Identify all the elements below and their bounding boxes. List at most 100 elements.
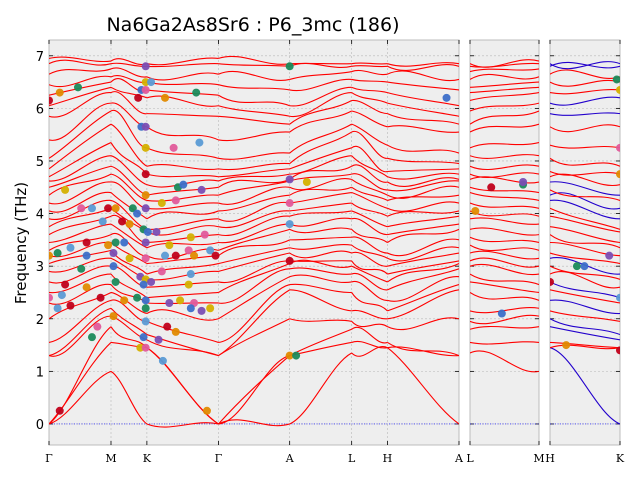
band-line bbox=[218, 210, 290, 229]
band-line bbox=[49, 223, 112, 244]
band-line bbox=[218, 55, 290, 65]
band-marker bbox=[616, 85, 620, 94]
band-marker bbox=[169, 143, 178, 152]
band-line bbox=[470, 59, 539, 68]
band-line bbox=[387, 157, 459, 165]
band-line bbox=[351, 210, 388, 228]
band-line bbox=[218, 223, 290, 244]
band-marker bbox=[141, 170, 150, 179]
band-line bbox=[387, 215, 459, 228]
band-line bbox=[550, 265, 620, 280]
band-line bbox=[387, 168, 459, 173]
band-line bbox=[49, 110, 112, 159]
band-line bbox=[49, 307, 112, 357]
band-line bbox=[218, 173, 290, 182]
band-line bbox=[49, 370, 112, 425]
band-line bbox=[218, 228, 290, 251]
band-line bbox=[351, 65, 388, 68]
band-line bbox=[218, 252, 290, 272]
band-line bbox=[387, 144, 459, 154]
band-line bbox=[49, 326, 112, 425]
band-line bbox=[387, 201, 459, 212]
band-line bbox=[387, 64, 459, 71]
band-line bbox=[550, 112, 620, 116]
band-line bbox=[218, 94, 290, 107]
band-marker bbox=[202, 406, 211, 415]
band-line bbox=[218, 355, 290, 425]
band-marker bbox=[157, 199, 166, 208]
bands-group bbox=[550, 61, 620, 425]
band-line bbox=[470, 102, 539, 112]
band-line bbox=[470, 110, 539, 125]
x-tick-label: Γ bbox=[215, 452, 223, 465]
band-marker bbox=[186, 270, 195, 279]
band-line bbox=[387, 347, 459, 425]
band-marker bbox=[497, 309, 506, 318]
band-line bbox=[289, 165, 352, 180]
band-marker bbox=[61, 280, 70, 289]
band-line bbox=[218, 162, 290, 171]
band-marker bbox=[161, 251, 170, 260]
band-marker bbox=[141, 204, 150, 213]
band-line bbox=[218, 84, 290, 91]
band-line bbox=[289, 202, 352, 212]
bands-group bbox=[49, 55, 459, 428]
band-line bbox=[550, 289, 620, 304]
band-line bbox=[550, 96, 620, 106]
band-marker bbox=[49, 293, 53, 302]
band-marker bbox=[77, 264, 86, 273]
band-line bbox=[351, 251, 388, 267]
band-marker bbox=[141, 191, 150, 200]
band-marker bbox=[87, 333, 96, 342]
band-line bbox=[49, 342, 112, 425]
band-line bbox=[351, 110, 388, 128]
band-marker bbox=[147, 78, 156, 87]
band-line bbox=[110, 273, 148, 299]
band-marker bbox=[285, 220, 294, 229]
band-line bbox=[351, 309, 388, 320]
band-line bbox=[289, 227, 352, 234]
band-line bbox=[49, 155, 112, 182]
x-tick-label: A bbox=[285, 452, 295, 465]
band-marker bbox=[184, 280, 193, 289]
band-marker bbox=[141, 304, 150, 313]
band-line bbox=[351, 70, 388, 76]
band-line bbox=[146, 194, 219, 202]
band-line bbox=[49, 234, 112, 251]
band-line bbox=[218, 276, 290, 320]
band-marker bbox=[487, 183, 496, 192]
band-line bbox=[49, 299, 112, 343]
band-line bbox=[289, 123, 352, 154]
band-line bbox=[387, 177, 459, 187]
band-marker bbox=[572, 262, 581, 271]
band-line bbox=[289, 178, 352, 191]
band-line bbox=[470, 154, 539, 159]
band-marker bbox=[285, 199, 294, 208]
band-line bbox=[49, 75, 112, 88]
band-marker bbox=[285, 175, 294, 184]
band-line bbox=[387, 289, 459, 320]
band-line bbox=[289, 283, 352, 294]
band-marker bbox=[442, 93, 451, 102]
band-line bbox=[289, 289, 352, 312]
band-marker bbox=[109, 249, 118, 258]
band-marker bbox=[141, 238, 150, 247]
band-line bbox=[470, 281, 539, 294]
band-line bbox=[110, 91, 147, 115]
x-tick-label: L bbox=[466, 452, 474, 465]
band-marker bbox=[158, 356, 167, 365]
band-marker bbox=[147, 277, 156, 286]
band-line bbox=[550, 344, 620, 350]
x-tick-label: M bbox=[105, 452, 116, 465]
band-line bbox=[550, 326, 620, 341]
band-marker bbox=[141, 254, 150, 263]
band-marker bbox=[192, 88, 201, 97]
band-line bbox=[218, 152, 290, 160]
band-line bbox=[351, 192, 388, 209]
band-marker bbox=[285, 62, 294, 71]
band-marker bbox=[74, 83, 83, 92]
band-line bbox=[110, 123, 148, 167]
band-marker bbox=[57, 291, 66, 300]
band-line bbox=[470, 236, 539, 244]
